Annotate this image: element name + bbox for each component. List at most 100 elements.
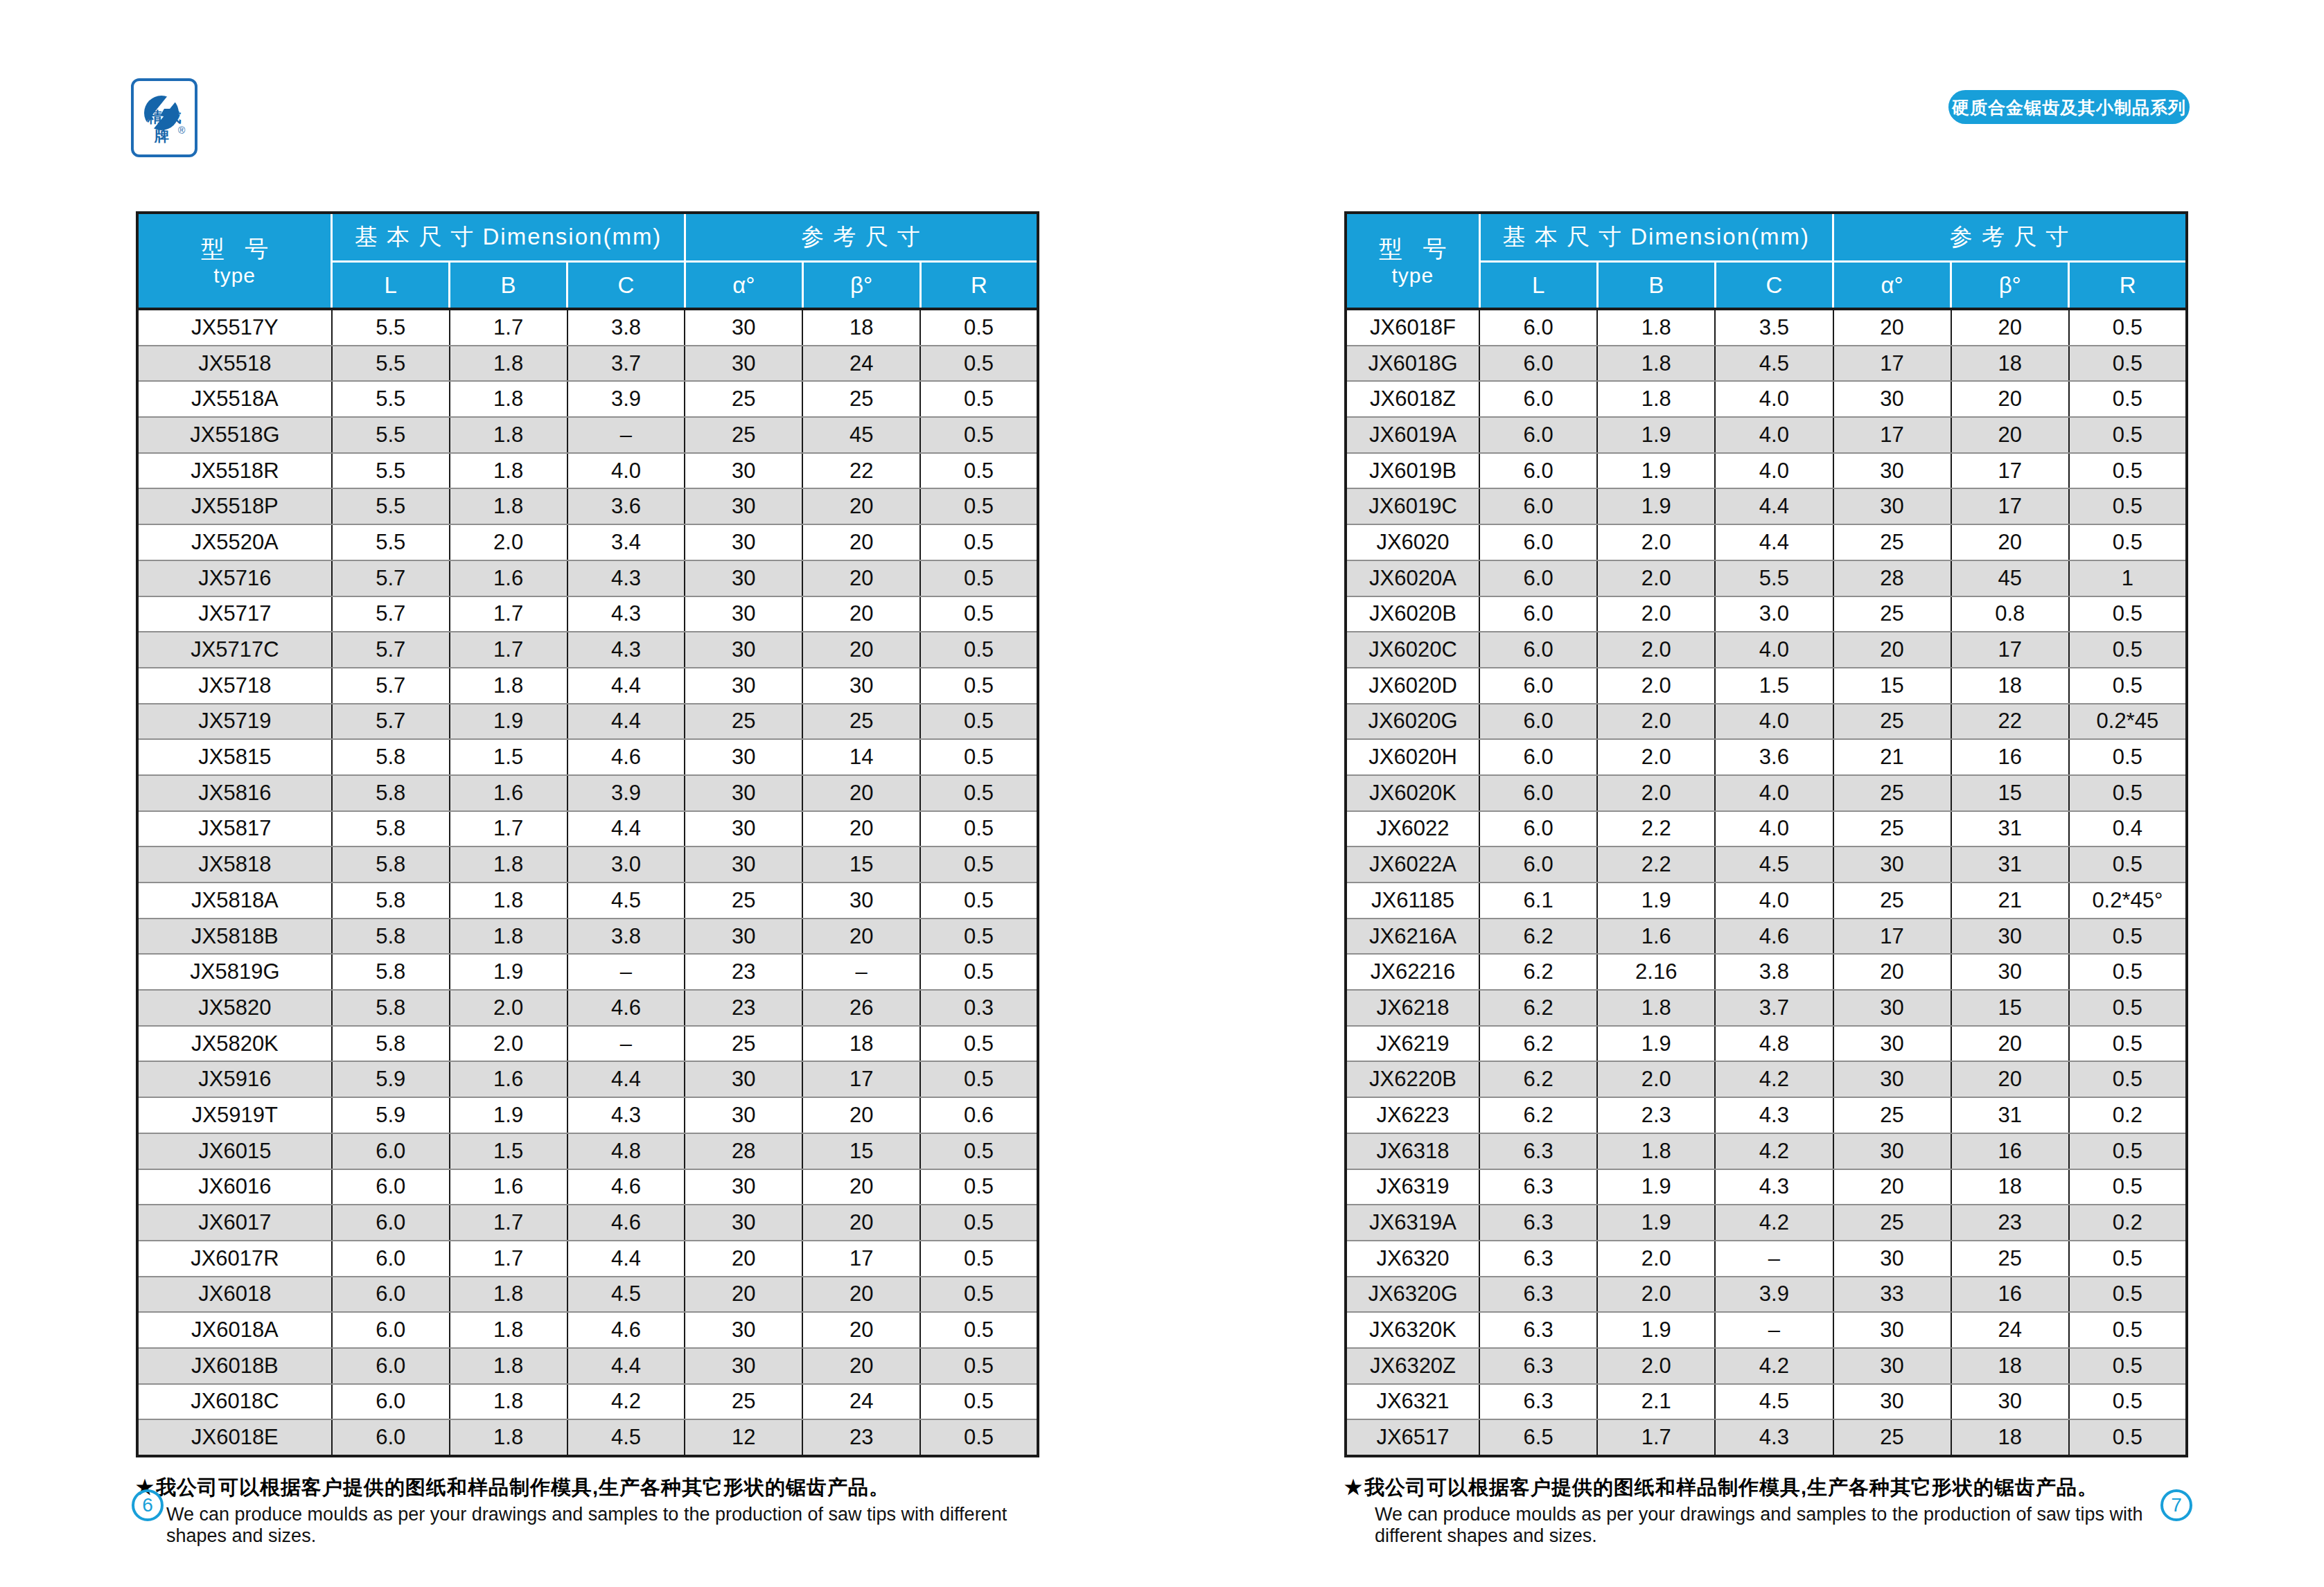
table-row: JX62186.21.83.730150.5 (1346, 990, 2187, 1026)
value-cell: 1.8 (450, 453, 567, 489)
value-cell: 1.8 (450, 919, 567, 955)
type-cell: JX6022A (1346, 846, 1479, 883)
value-cell: 4.3 (567, 632, 685, 668)
type-cell: JX6218 (1346, 990, 1479, 1026)
value-cell: 30 (1951, 954, 2069, 990)
value-cell: 4.4 (567, 704, 685, 740)
value-cell: – (567, 954, 685, 990)
value-cell: 30 (685, 596, 802, 632)
value-cell: 5.5 (332, 309, 450, 346)
table-row: JX60226.02.24.025310.4 (1346, 811, 2187, 847)
value-cell: 30 (685, 1097, 802, 1133)
value-cell: 0.5 (2069, 632, 2187, 668)
value-cell: 6.3 (1479, 1133, 1597, 1169)
value-cell: 25 (685, 1384, 802, 1420)
column-header-C: C (567, 262, 685, 310)
value-cell: 30 (802, 883, 920, 919)
value-cell: 3.7 (567, 346, 685, 382)
value-cell: 4.6 (567, 990, 685, 1026)
value-cell: 0.5 (920, 488, 1038, 524)
value-cell: 4.6 (567, 739, 685, 775)
table-row: JX6018A6.01.84.630200.5 (137, 1312, 1038, 1348)
value-cell: 1.7 (450, 1241, 567, 1277)
table-row: JX5517Y5.51.73.830180.5 (137, 309, 1038, 346)
type-cell: JX6020H (1346, 739, 1479, 775)
value-cell: 2.0 (1597, 560, 1715, 596)
value-cell: 30 (1833, 1133, 1951, 1169)
value-cell: 3.9 (567, 381, 685, 417)
type-cell: JX6018G (1346, 346, 1479, 382)
value-cell: 18 (1951, 1348, 2069, 1384)
value-cell: 1.8 (1597, 990, 1715, 1026)
table-row: JX57195.71.94.425250.5 (137, 704, 1038, 740)
value-cell: 0.5 (920, 560, 1038, 596)
type-label-en: type (139, 263, 330, 288)
value-cell: 6.0 (1479, 488, 1597, 524)
value-cell: 22 (1951, 704, 2069, 740)
value-cell: 6.0 (332, 1241, 450, 1277)
value-cell: 1.8 (450, 1348, 567, 1384)
table-row: JX6220B6.22.04.230200.5 (1346, 1061, 2187, 1097)
column-header-beta: β° (1951, 262, 2069, 310)
value-cell: 4.0 (1715, 453, 1833, 489)
value-cell: 0.5 (2069, 1133, 2187, 1169)
table-row: JX60156.01.54.828150.5 (137, 1133, 1038, 1169)
value-cell: 0.5 (920, 309, 1038, 346)
value-cell: 5.5 (332, 381, 450, 417)
value-cell: 5.5 (332, 524, 450, 560)
value-cell: 0.5 (920, 346, 1038, 382)
value-cell: 20 (802, 1277, 920, 1313)
type-cell: JX6320G (1346, 1277, 1479, 1313)
value-cell: 0.5 (2069, 346, 2187, 382)
value-cell: 6.0 (332, 1133, 450, 1169)
value-cell: 18 (802, 1026, 920, 1062)
value-cell: 1.7 (450, 1205, 567, 1241)
value-cell: 5.8 (332, 883, 450, 919)
value-cell: 0.5 (920, 919, 1038, 955)
value-cell: 5.8 (332, 846, 450, 883)
value-cell: 1.8 (1597, 309, 1715, 346)
value-cell: 0.5 (920, 381, 1038, 417)
value-cell: 1.9 (1597, 417, 1715, 453)
table-row: JX6020B6.02.03.0250.80.5 (1346, 596, 2187, 632)
value-cell: 4.3 (567, 1097, 685, 1133)
value-cell: 30 (685, 1312, 802, 1348)
type-cell: JX5717 (137, 596, 332, 632)
value-cell: 0.5 (920, 1419, 1038, 1456)
value-cell: 5.5 (332, 488, 450, 524)
value-cell: 30 (1833, 1241, 1951, 1277)
value-cell: 4.6 (567, 1205, 685, 1241)
type-cell: JX6022 (1346, 811, 1479, 847)
value-cell: 6.0 (1479, 739, 1597, 775)
table-row: JX5919T5.91.94.330200.6 (137, 1097, 1038, 1133)
column-group-basic-dimension: 基 本 尺 寸 Dimension(mm) (1479, 213, 1833, 262)
value-cell: 2.2 (1597, 846, 1715, 883)
value-cell: 4.4 (567, 811, 685, 847)
table-row: JX63216.32.14.530300.5 (1346, 1384, 2187, 1420)
type-cell: JX6020 (1346, 524, 1479, 560)
table-row: JX5717C5.71.74.330200.5 (137, 632, 1038, 668)
value-cell: 4.3 (1715, 1419, 1833, 1456)
value-cell: 3.6 (1715, 739, 1833, 775)
value-cell: 18 (1951, 1419, 2069, 1456)
value-cell: 20 (802, 1169, 920, 1205)
table-row: JX6018C6.01.84.225240.5 (137, 1384, 1038, 1420)
type-cell: JX5817 (137, 811, 332, 847)
value-cell: 30 (685, 524, 802, 560)
value-cell: 1.9 (1597, 1026, 1715, 1062)
value-cell: 20 (802, 1312, 920, 1348)
value-cell: 4.4 (567, 1241, 685, 1277)
table-row: JX59165.91.64.430170.5 (137, 1061, 1038, 1097)
value-cell: 25 (685, 1026, 802, 1062)
value-cell: 2.0 (450, 524, 567, 560)
footnote-cn: ★我公司可以根据客户提供的图纸和样品制作模具,生产各种其它形状的锯齿产品。 (1344, 1474, 2188, 1502)
value-cell: 45 (802, 417, 920, 453)
value-cell: 20 (802, 1348, 920, 1384)
value-cell: 20 (802, 524, 920, 560)
value-cell: 5.8 (332, 990, 450, 1026)
value-cell: 1.7 (450, 632, 567, 668)
type-cell: JX6019A (1346, 417, 1479, 453)
type-cell: JX6019C (1346, 488, 1479, 524)
value-cell: 20 (1951, 381, 2069, 417)
value-cell: 2.0 (1597, 1241, 1715, 1277)
